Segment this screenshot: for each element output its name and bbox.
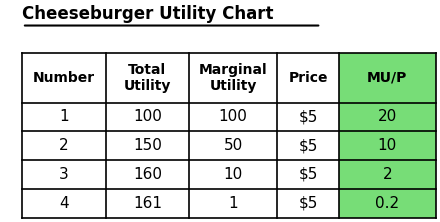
Bar (106, 160, 189, 189)
Bar (22, 53, 106, 103)
Bar (277, 131, 339, 160)
Text: 20: 20 (378, 109, 397, 125)
Bar (22, 131, 106, 160)
Text: 100: 100 (133, 109, 162, 125)
Text: $5: $5 (298, 167, 318, 182)
Text: MU/P: MU/P (367, 71, 407, 85)
Text: 150: 150 (133, 138, 162, 153)
Bar (339, 131, 436, 160)
Bar (339, 160, 436, 189)
Text: 50: 50 (224, 138, 243, 153)
Text: 3: 3 (59, 167, 69, 182)
Bar (189, 53, 277, 103)
Bar (106, 131, 189, 160)
Bar (189, 131, 277, 160)
Text: 2: 2 (382, 167, 392, 182)
Bar (22, 103, 106, 131)
Text: 1: 1 (228, 196, 238, 211)
Text: 10: 10 (224, 167, 243, 182)
Text: $5: $5 (298, 196, 318, 211)
Text: $5: $5 (298, 109, 318, 125)
Text: Total
Utility: Total Utility (124, 63, 171, 93)
Text: 1: 1 (59, 109, 69, 125)
Bar (339, 103, 436, 131)
Bar (22, 189, 106, 218)
Bar (106, 103, 189, 131)
Bar (189, 189, 277, 218)
Text: Cheeseburger Utility Chart: Cheeseburger Utility Chart (22, 5, 274, 23)
Text: 161: 161 (133, 196, 162, 211)
Text: Marginal
Utility: Marginal Utility (199, 63, 268, 93)
Bar (189, 160, 277, 189)
Text: 4: 4 (59, 196, 69, 211)
Bar (22, 160, 106, 189)
Text: 0.2: 0.2 (375, 196, 399, 211)
Text: $5: $5 (298, 138, 318, 153)
Bar (189, 103, 277, 131)
Bar (339, 53, 436, 103)
Bar (106, 53, 189, 103)
Text: Number: Number (33, 71, 95, 85)
Text: 2: 2 (59, 138, 69, 153)
Bar (277, 189, 339, 218)
Bar (277, 53, 339, 103)
Bar (277, 103, 339, 131)
Text: Price: Price (288, 71, 328, 85)
Text: 100: 100 (219, 109, 248, 125)
Bar (106, 189, 189, 218)
Text: 10: 10 (378, 138, 397, 153)
Text: 160: 160 (133, 167, 162, 182)
Bar (277, 160, 339, 189)
Bar (339, 189, 436, 218)
